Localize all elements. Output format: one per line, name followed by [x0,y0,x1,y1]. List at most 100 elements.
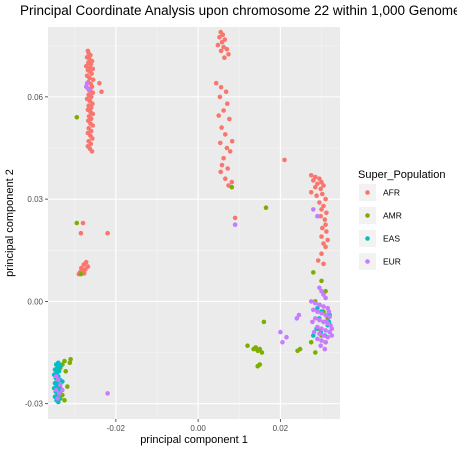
data-point [62,358,67,364]
data-point [318,186,324,192]
data-point [217,94,223,100]
data-point [317,302,322,308]
data-point [90,101,95,106]
chart-title: Principal Coordinate Analysis upon chrom… [20,3,457,18]
data-point [223,89,229,95]
data-point [58,382,63,388]
data-point [232,222,238,227]
y-tick-label: -0.03 [25,400,44,409]
data-point [315,324,320,330]
data-point [105,391,110,396]
data-point [323,328,328,333]
data-point [311,270,316,275]
data-point [327,329,333,335]
data-point [317,331,322,337]
data-point [326,309,332,314]
legend: Super_Population AFR AMR EAS EUR [358,169,445,270]
data-point [319,179,324,185]
data-point [321,304,326,309]
data-point [60,387,65,393]
data-point [251,346,256,352]
legend-label: AFR [383,188,400,198]
legend-swatch [365,259,370,264]
data-point [323,340,328,345]
data-point [105,230,110,236]
data-point [323,288,328,294]
y-tick-label: 0.06 [27,93,43,102]
legend-item-amr: AMR [359,207,402,224]
data-point [319,311,324,316]
data-point [329,326,335,332]
data-point [62,398,67,403]
data-point [325,237,331,243]
data-point [315,213,320,219]
legend-swatch [365,213,370,218]
data-point [88,53,93,58]
data-point [226,52,231,57]
y-tick-label: 0.03 [27,195,43,204]
data-point [86,87,92,93]
x-axis: -0.02 0.00 0.02 [107,419,289,433]
data-point [65,384,70,389]
data-point [320,225,325,231]
y-tick-label: 0.00 [27,297,43,306]
legend-swatch [365,190,370,195]
data-point [74,220,80,226]
data-point [319,207,324,212]
data-point [78,230,84,236]
legend-item-eas: EAS [359,230,400,247]
data-point [314,193,319,198]
data-point [88,94,94,100]
data-point [224,46,230,52]
data-point [311,178,316,183]
legend-label: EUR [383,257,401,267]
data-point [224,145,230,151]
data-point [284,334,289,340]
data-point [315,336,320,342]
data-point [217,34,222,40]
data-point [324,229,329,234]
data-point [321,261,326,267]
legend-label: EAS [383,234,400,244]
data-point [322,217,328,222]
data-point [221,108,226,113]
data-point [308,299,314,304]
data-point [90,111,96,117]
data-point [87,75,92,81]
data-point [319,338,324,343]
data-point [255,348,260,354]
data-point [311,329,317,335]
y-axis-title: principal component 2 [4,169,16,277]
data-point [90,77,96,83]
data-point [89,84,95,89]
data-point [56,391,62,396]
data-point [324,210,329,216]
data-point [320,191,325,197]
data-point [315,181,320,187]
data-point [313,300,318,306]
data-point [89,149,95,154]
x-tick-label: 0.02 [273,424,289,433]
data-point [97,80,102,86]
data-point [315,305,320,311]
data-point [78,271,84,277]
y-axis: -0.03 0.00 0.03 0.06 [25,93,48,409]
data-point [90,66,96,72]
data-point [323,295,328,301]
data-point [219,125,224,130]
legend-label: AMR [383,211,402,221]
data-point [313,184,318,190]
data-point [318,343,324,349]
data-point [321,241,326,246]
data-point [263,205,269,210]
data-point [319,234,324,239]
data-point [245,343,250,349]
data-point [311,307,316,313]
x-tick-label: -0.02 [107,424,126,433]
data-point [317,285,322,291]
data-point [313,350,318,355]
data-point [282,157,287,163]
data-point [225,166,230,171]
data-point [223,176,228,181]
